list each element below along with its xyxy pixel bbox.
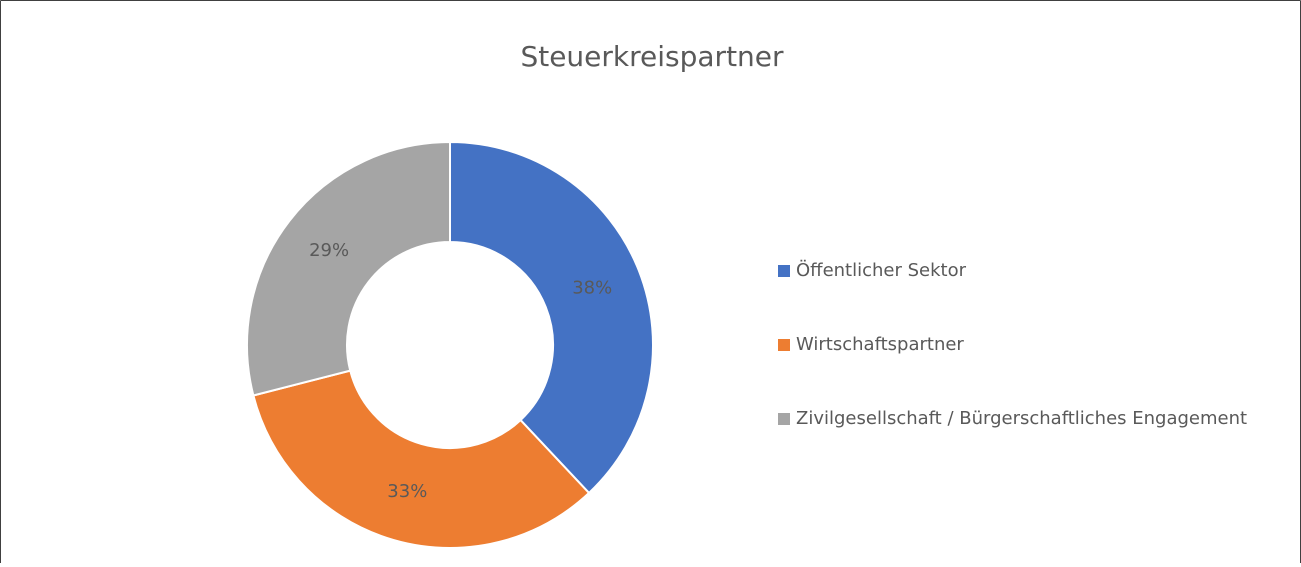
legend-label: Wirtschaftspartner [796, 334, 964, 355]
data-label: 33% [387, 481, 427, 502]
donut-slice [449, 140, 654, 495]
legend-swatch [778, 265, 790, 277]
legend-swatch [778, 339, 790, 351]
legend-swatch [778, 413, 790, 425]
donut-slice [246, 140, 451, 397]
legend-label: Zivilgesellschaft / Bürgerschaftliches E… [796, 408, 1247, 429]
legend-label: Öffentlicher Sektor [796, 259, 967, 281]
donut-slice [252, 369, 591, 549]
chart-title: Steuerkreispartner [520, 40, 784, 73]
data-label: 38% [572, 278, 612, 299]
data-label: 29% [309, 240, 349, 261]
